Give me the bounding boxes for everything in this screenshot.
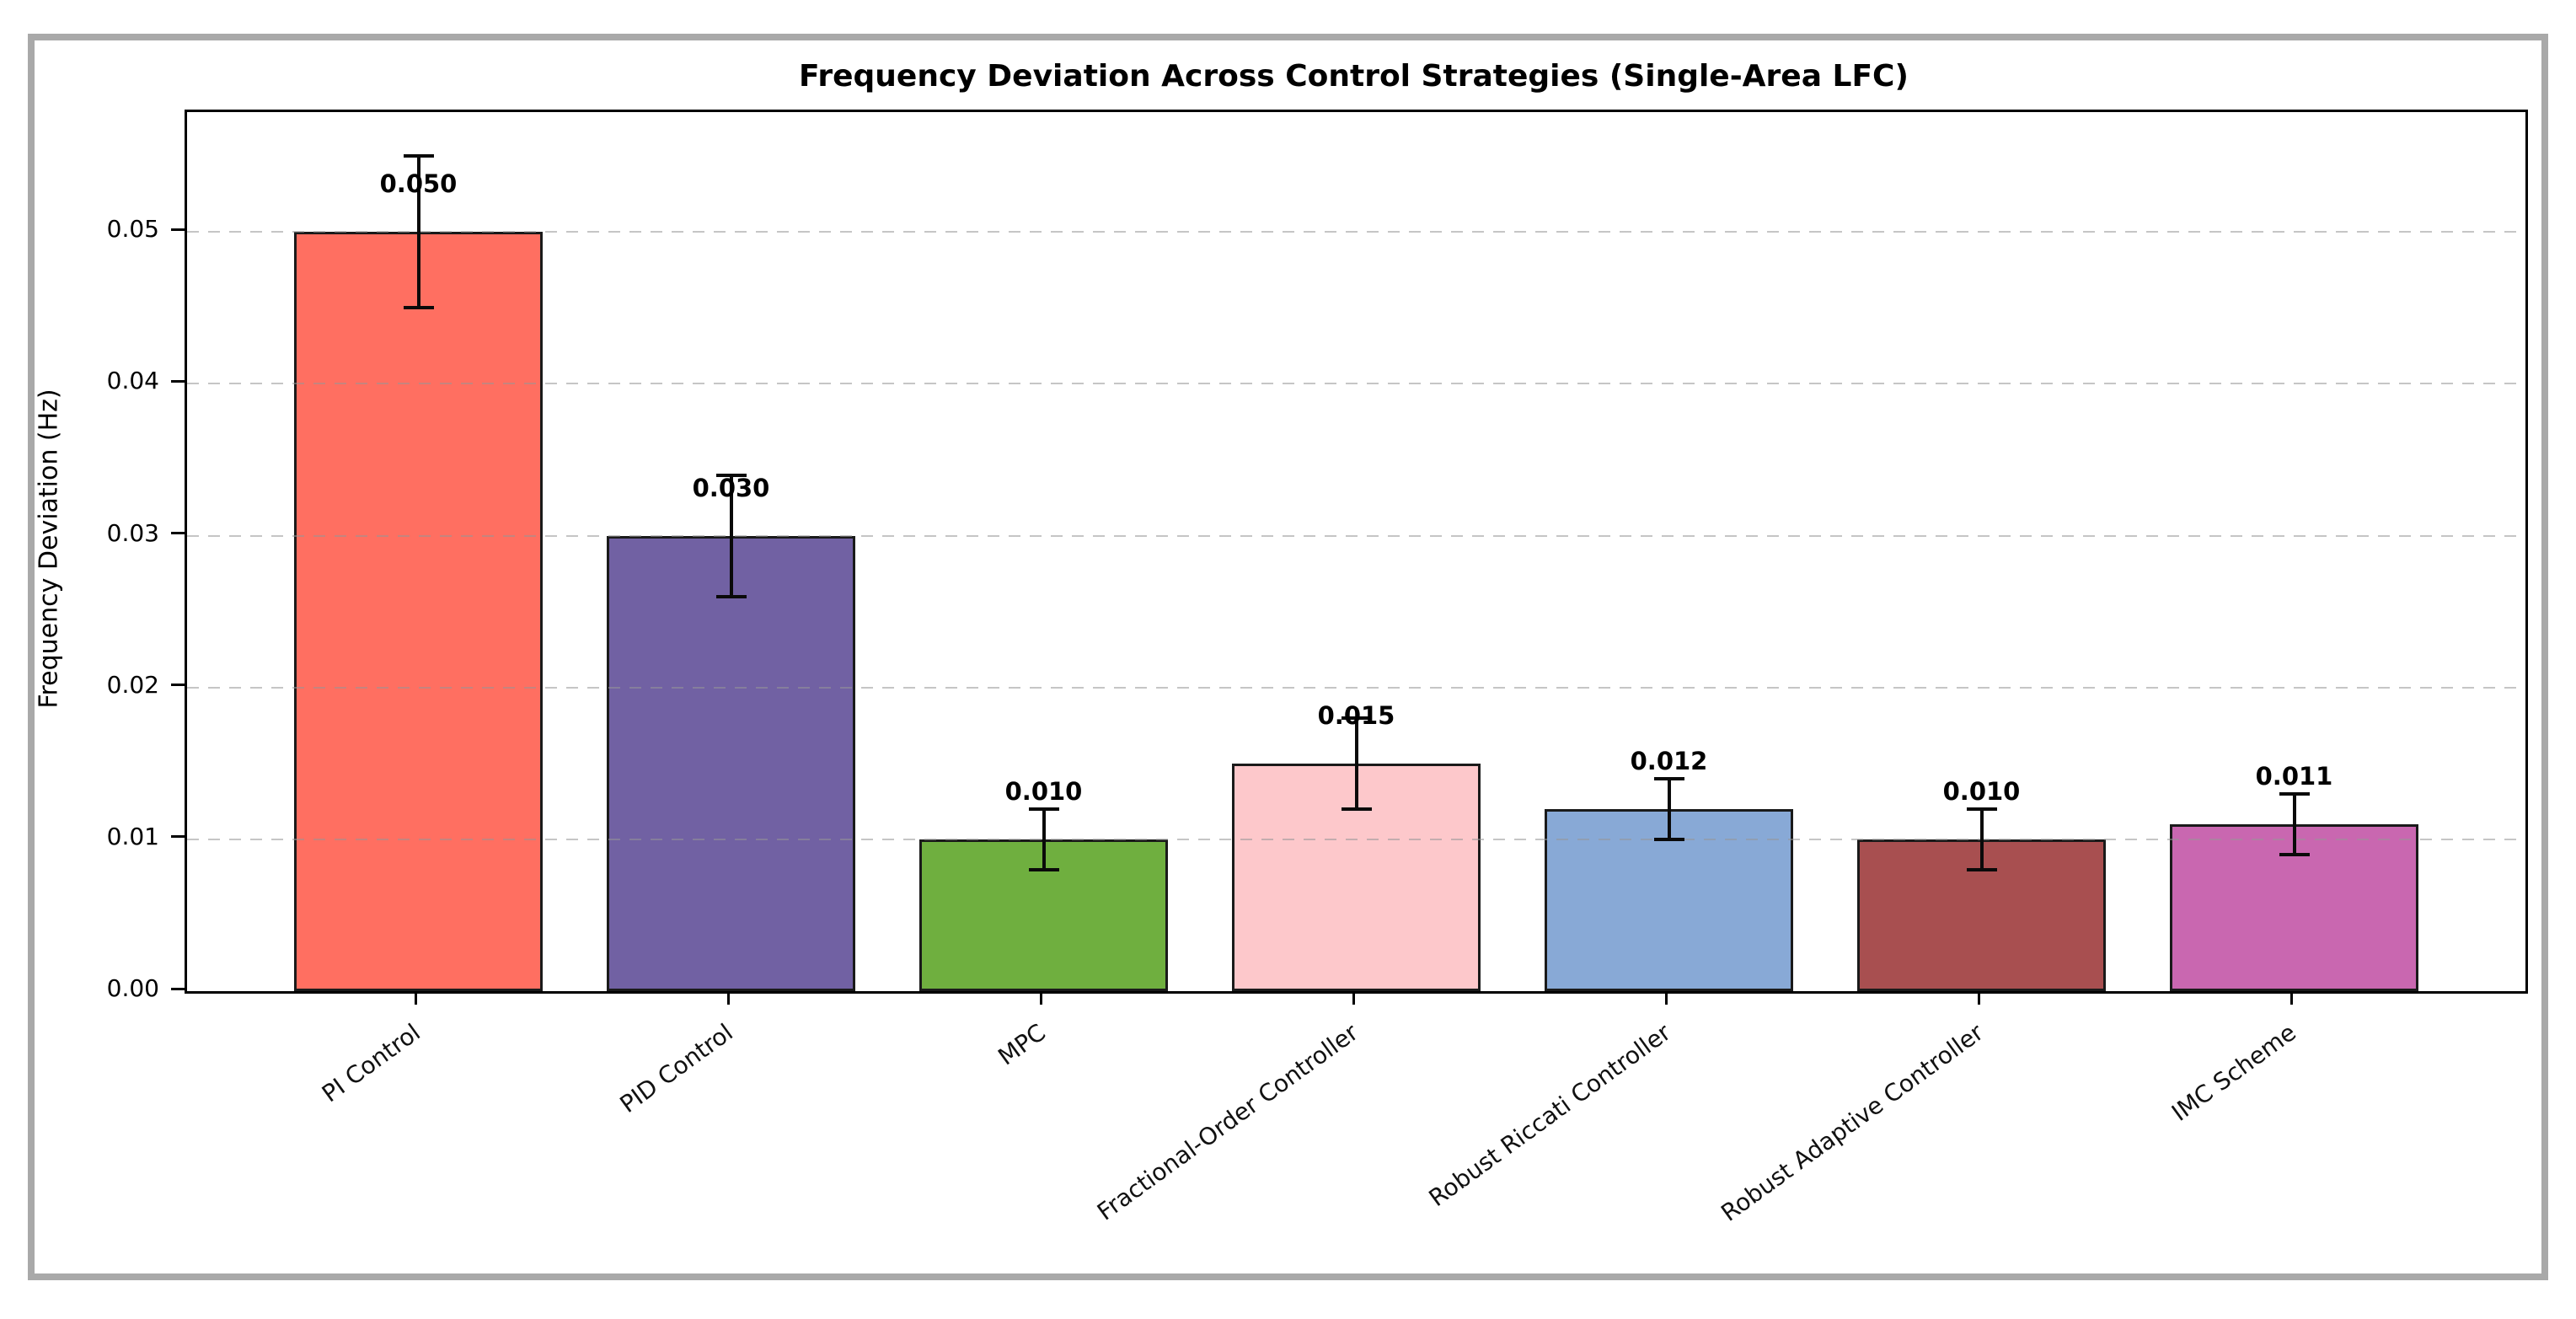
error-bar-cap-bottom: [1966, 867, 1997, 871]
y-tick: [171, 532, 185, 535]
bar-value-label: 0.012: [1630, 746, 1708, 775]
error-bar: [1979, 808, 1984, 870]
y-tick-label: 0.00: [106, 974, 159, 1002]
bar-value-label: 0.015: [1317, 700, 1395, 730]
bar: [1232, 763, 1481, 991]
error-bar: [1667, 778, 1671, 839]
error-bar-cap-top: [2279, 791, 2310, 796]
error-bar-cap-bottom: [1653, 837, 1684, 841]
y-tick: [171, 379, 185, 383]
bar-value-label: 0.030: [692, 473, 770, 502]
x-tick: [1040, 991, 1042, 1005]
gridline: [187, 383, 2525, 385]
plot-area: 0.050 0.030 0.010 0.015 0.012 0.010 0.011: [185, 110, 2528, 994]
error-bar-cap-top: [1653, 776, 1684, 780]
bar-value-label: 0.010: [1942, 776, 2021, 806]
gridline: [187, 838, 2525, 840]
bar-value-label: 0.050: [379, 169, 458, 199]
y-tick-label: 0.01: [106, 822, 159, 850]
error-bar: [416, 156, 420, 308]
gridline: [187, 534, 2525, 537]
error-bar-cap-bottom: [1341, 807, 1372, 811]
x-tick-label: Robust Riccati Controller: [1423, 1018, 1676, 1213]
error-bar-cap-bottom: [403, 306, 434, 310]
chart-title: Frequency Deviation Across Control Strat…: [799, 59, 1909, 94]
x-tick-label: PI Control: [316, 1018, 426, 1108]
x-tick-label: MPC: [992, 1018, 1051, 1071]
y-axis-title-text: Frequency Deviation (Hz): [34, 389, 64, 709]
x-tick-label: IMC Scheme: [2166, 1018, 2301, 1127]
x-tick: [727, 991, 730, 1005]
error-bar: [1354, 717, 1358, 809]
x-tick-label: Robust Adaptive Controller: [1715, 1018, 1989, 1227]
gridline: [187, 231, 2525, 233]
error-bar-cap-bottom: [1028, 867, 1059, 871]
y-tick-label: 0.02: [106, 670, 159, 699]
y-tick-label: 0.05: [106, 215, 159, 244]
error-bar: [1042, 808, 1046, 870]
error-bar-cap-top: [1341, 716, 1372, 720]
y-tick: [171, 835, 185, 839]
x-tick: [1352, 991, 1355, 1005]
error-bar: [2292, 793, 2296, 855]
error-bar-cap-bottom: [715, 594, 747, 598]
error-bar-cap-top: [1028, 807, 1059, 811]
y-tick: [171, 228, 185, 231]
gridline: [187, 686, 2525, 689]
x-tick: [2290, 991, 2293, 1005]
error-bar: [729, 475, 733, 597]
bar: [607, 535, 855, 991]
error-bar-cap-top: [403, 154, 434, 158]
x-tick: [1978, 991, 1980, 1005]
x-tick-label: Fractional-Order Controller: [1091, 1018, 1363, 1226]
bar-value-label: 0.010: [1004, 776, 1083, 806]
bar: [294, 232, 543, 991]
y-tick-label: 0.03: [106, 518, 159, 547]
error-bar-cap-bottom: [2279, 852, 2310, 856]
error-bar-cap-top: [1966, 807, 1997, 811]
x-tick: [1665, 991, 1668, 1005]
x-tick-label: PID Control: [614, 1018, 738, 1119]
error-bar-cap-top: [715, 473, 747, 477]
x-tick: [415, 991, 417, 1005]
bar-value-label: 0.011: [2255, 761, 2333, 791]
y-tick: [171, 987, 185, 990]
y-tick: [171, 684, 185, 687]
y-tick-label: 0.04: [106, 367, 159, 395]
